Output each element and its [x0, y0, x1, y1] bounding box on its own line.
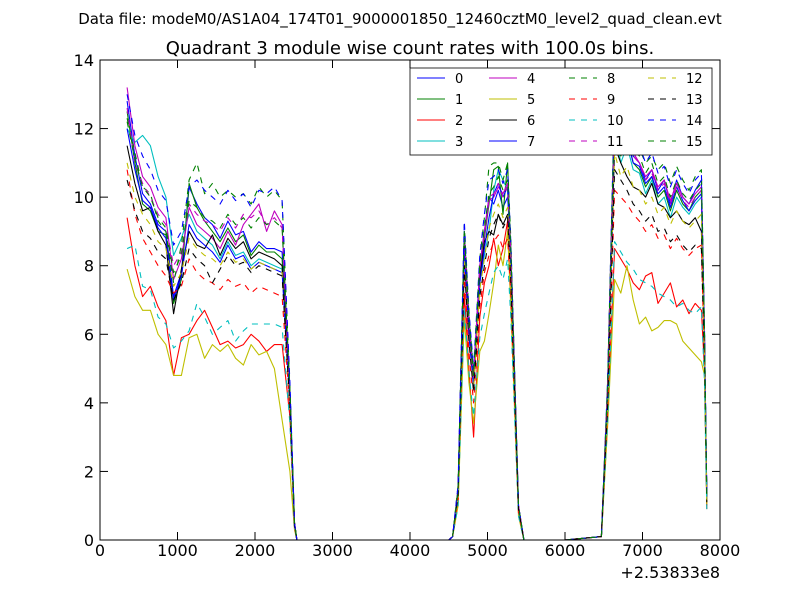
x-tick-label: 8000 — [700, 541, 741, 560]
y-tick-label: 12 — [74, 120, 94, 139]
x-tick-label: 3000 — [312, 541, 353, 560]
legend-label-9: 9 — [607, 93, 615, 108]
legend-label-5: 5 — [527, 93, 535, 108]
series-line-4 — [126, 87, 708, 541]
plot-area: 0 1000 2000 3000 4000 5000 6000 7000 80000246810… — [74, 51, 741, 560]
series-line-2 — [126, 217, 708, 541]
legend-label-7: 7 — [527, 135, 535, 150]
x-axis-offset-label: +2.53833e8 — [620, 563, 720, 582]
series-line-13 — [126, 169, 708, 541]
legend-label-2: 2 — [455, 114, 463, 129]
series-line-9 — [126, 169, 708, 541]
series-line-10 — [126, 241, 708, 541]
series-line-7 — [126, 117, 708, 541]
legend-label-12: 12 — [686, 72, 703, 87]
series-line-11 — [126, 107, 708, 541]
y-tick-label: 6 — [84, 325, 94, 344]
y-tick-label: 10 — [74, 188, 94, 207]
series-line-5 — [126, 230, 708, 541]
legend-label-4: 4 — [527, 72, 535, 87]
y-tick-label: 14 — [74, 51, 94, 70]
x-tick-label: 1000 — [157, 541, 198, 560]
x-tick-label: 7000 — [622, 541, 663, 560]
legend-label-6: 6 — [527, 114, 535, 129]
x-tick-label: 4000 — [390, 541, 431, 560]
legend-label-3: 3 — [455, 135, 463, 150]
y-tick-label: 0 — [84, 531, 94, 550]
x-tick-label: 2000 — [235, 541, 276, 560]
legend-label-11: 11 — [607, 135, 624, 150]
chart-title: Quadrant 3 module wise count rates with … — [166, 38, 655, 59]
legend-label-15: 15 — [686, 135, 703, 150]
series-line-15 — [126, 104, 708, 541]
x-tick-label: 6000 — [545, 541, 586, 560]
ticks-group: 0 1000 2000 3000 4000 5000 6000 7000 80000246810… — [74, 51, 741, 560]
y-tick-label: 4 — [84, 394, 94, 413]
legend-label-10: 10 — [607, 114, 624, 129]
y-tick-label: 2 — [84, 462, 94, 481]
figure-suptitle: Data file: modeM0/AS1A04_174T01_90000018… — [78, 10, 722, 29]
x-tick-label: 5000 — [467, 541, 508, 560]
y-tick-label: 8 — [84, 257, 94, 276]
legend-label-8: 8 — [607, 72, 615, 87]
legend-label-14: 14 — [686, 114, 703, 129]
x-tick-label: 0 — [95, 541, 105, 560]
legend-label-0: 0 — [455, 72, 463, 87]
series-line-8 — [126, 97, 708, 541]
series-group — [126, 87, 708, 541]
legend-label-1: 1 — [455, 93, 463, 108]
legend-label-13: 13 — [686, 93, 703, 108]
